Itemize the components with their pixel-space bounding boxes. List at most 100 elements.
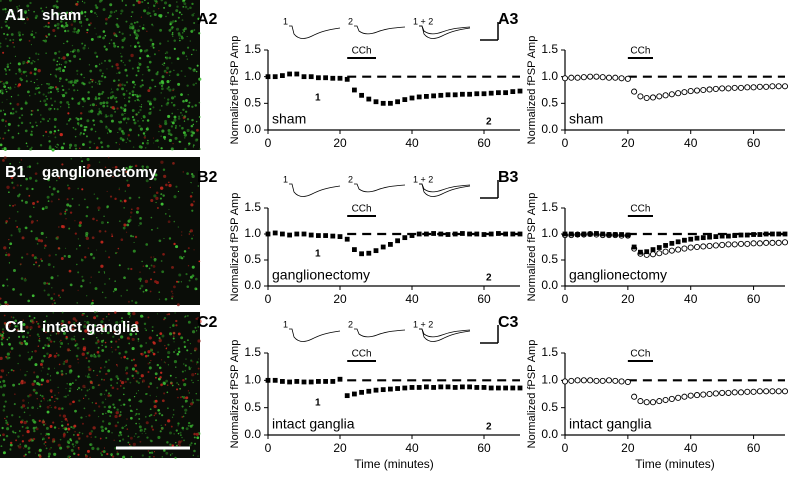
fluorescence-dot — [118, 264, 121, 267]
fluorescence-dot — [123, 37, 126, 40]
fluorescence-dot — [69, 204, 72, 208]
fluorescence-dot — [57, 294, 61, 297]
fluorescence-dot — [21, 434, 24, 437]
fluorescence-dot — [181, 257, 184, 260]
fluorescence-dot — [31, 406, 35, 410]
fluorescence-dot — [134, 332, 138, 336]
fluorescence-dot — [152, 25, 154, 27]
data-point — [561, 378, 569, 385]
fluorescence-dot — [126, 289, 128, 292]
fluorescence-dot — [63, 43, 65, 45]
fluorescence-dot — [172, 103, 176, 107]
data-point — [668, 91, 675, 98]
data-point — [287, 232, 292, 238]
data-point — [693, 87, 701, 94]
fluorescence-dot — [158, 124, 162, 128]
fluorescence-dot — [76, 117, 80, 121]
fluorescence-dot — [111, 106, 115, 110]
fluorescence-dot — [141, 379, 146, 383]
fluorescence-dot — [2, 438, 6, 441]
fluorescence-dot — [170, 147, 174, 151]
fluorescence-dot — [140, 52, 142, 54]
fluorescence-dot — [143, 430, 146, 432]
fluorescence-dot — [25, 75, 28, 77]
fluorescence-dot — [135, 422, 137, 425]
fluorescence-dot — [18, 383, 21, 386]
fluorescence-dot — [101, 349, 105, 352]
fluorescence-dot — [44, 344, 47, 347]
fluorescence-dot — [19, 293, 23, 296]
fluorescence-dot — [195, 392, 198, 395]
fluorescence-dot — [35, 237, 39, 241]
fluorescence-dot — [122, 93, 126, 96]
x-tick-label: 60 — [747, 136, 761, 150]
fluorescence-dot — [56, 60, 59, 63]
fluorescence-dot — [191, 118, 194, 122]
fluorescence-dot — [25, 226, 28, 230]
fluorescence-dot — [28, 176, 32, 180]
fluorescence-dot — [130, 359, 133, 362]
fluorescence-dot — [102, 317, 105, 320]
fluorescence-dot — [187, 247, 190, 250]
fluorescence-dot — [92, 119, 95, 122]
fluorescence-dot — [24, 200, 28, 204]
fluorescence-dot — [180, 93, 183, 97]
fluorescence-dot — [108, 422, 111, 426]
fluorescence-dot — [29, 414, 31, 416]
fluorescence-dot — [57, 354, 60, 357]
fluorescence-dot — [45, 434, 47, 437]
fluorescence-dot — [41, 207, 45, 211]
fluorescence-dot — [184, 377, 187, 380]
fluorescence-dot — [105, 316, 108, 318]
fluorescence-dot — [112, 42, 116, 45]
fluorescence-dot — [17, 227, 21, 231]
fluorescence-dot — [64, 417, 68, 421]
fluorescence-dot — [65, 218, 67, 220]
fluorescence-dot — [36, 162, 39, 165]
fluorescence-dot — [142, 74, 144, 76]
fluorescence-dot — [128, 128, 132, 132]
fluorescence-dot — [176, 57, 180, 61]
fluorescence-dot — [149, 408, 152, 411]
data-point — [373, 99, 379, 105]
fluorescence-dot — [134, 83, 137, 86]
trace-sketch — [419, 328, 471, 338]
fluorescence-dot — [113, 330, 116, 333]
data-point — [599, 74, 606, 81]
fluorescence-dot — [53, 132, 56, 135]
fluorescence-dot — [172, 331, 176, 335]
fluorescence-dot — [186, 35, 188, 38]
fluorescence-dot — [110, 340, 113, 343]
data-point — [624, 378, 631, 386]
fluorescence-dot — [56, 108, 59, 111]
fluorescence-dot — [21, 17, 24, 20]
data-point — [467, 91, 472, 97]
fluorescence-dot — [27, 351, 29, 353]
fluorescence-dot — [172, 89, 174, 92]
fluorescence-dot — [149, 361, 151, 364]
y-tick-label: 0.5 — [244, 252, 261, 266]
trace-label: 1 + 2 — [413, 174, 433, 184]
fluorescence-dot — [98, 80, 101, 83]
fluorescence-dot — [46, 379, 50, 383]
fluorescence-dot — [35, 375, 39, 379]
fluorescence-dot — [198, 116, 201, 118]
fluorescence-dot — [139, 287, 142, 290]
fluorescence-dot — [127, 100, 131, 103]
fluorescence-dot — [174, 136, 178, 140]
fluorescence-dot — [100, 0, 103, 2]
fluorescence-dot — [68, 370, 72, 374]
fluorescence-dot — [124, 425, 126, 428]
fluorescence-dot — [38, 340, 41, 343]
fluorescence-dot — [38, 455, 42, 458]
fluorescence-dot — [29, 215, 32, 218]
fluorescence-dot — [20, 420, 23, 424]
fluorescence-dot — [125, 141, 127, 144]
fluorescence-dot — [185, 358, 187, 360]
fluorescence-dot — [31, 30, 33, 32]
fluorescence-dot — [198, 358, 200, 360]
fluorescence-dot — [35, 32, 37, 34]
fluorescence-dot — [16, 325, 19, 328]
fluorescence-dot — [160, 160, 164, 164]
data-point — [594, 231, 599, 236]
